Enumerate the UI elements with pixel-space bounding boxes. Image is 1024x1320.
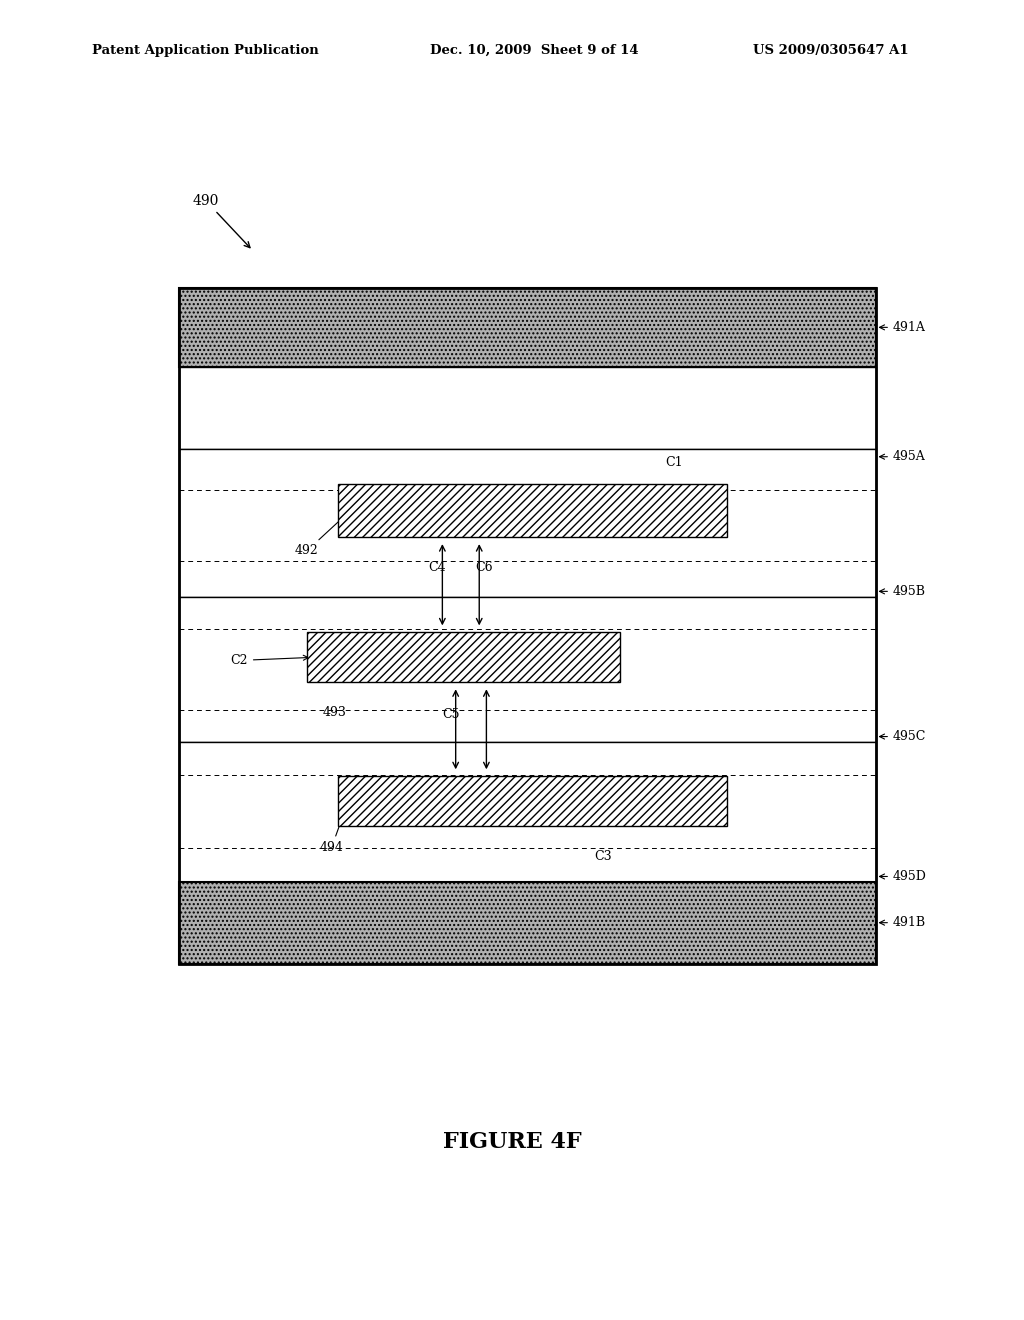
Text: C5: C5	[441, 709, 460, 721]
Text: 491A: 491A	[880, 321, 926, 334]
Bar	[338, 484, 727, 537]
Text: 490: 490	[193, 194, 250, 248]
Text: 492: 492	[295, 513, 347, 557]
Bar	[179, 742, 876, 882]
Bar	[179, 367, 876, 449]
Bar	[179, 882, 876, 964]
Text: C4: C4	[428, 561, 446, 574]
Text: C6: C6	[475, 561, 494, 574]
Text: C3: C3	[594, 850, 611, 863]
Bar	[179, 597, 876, 742]
Text: 495C: 495C	[880, 730, 927, 743]
Bar	[179, 288, 876, 367]
Text: Dec. 10, 2009  Sheet 9 of 14: Dec. 10, 2009 Sheet 9 of 14	[430, 44, 639, 57]
Text: 495D: 495D	[880, 870, 927, 883]
Bar	[307, 632, 620, 682]
Text: Patent Application Publication: Patent Application Publication	[92, 44, 318, 57]
Bar	[179, 288, 876, 964]
Text: US 2009/0305647 A1: US 2009/0305647 A1	[753, 44, 908, 57]
Text: 495B: 495B	[880, 585, 926, 598]
Text: 494: 494	[319, 805, 347, 854]
Text: C1: C1	[666, 455, 683, 469]
Text: FIGURE 4F: FIGURE 4F	[442, 1131, 582, 1152]
Bar	[179, 449, 876, 597]
Text: 491B: 491B	[880, 916, 926, 929]
Text: C2: C2	[230, 653, 308, 667]
Text: 495A: 495A	[880, 450, 926, 463]
Text: 493: 493	[323, 706, 346, 719]
Bar	[338, 776, 727, 826]
